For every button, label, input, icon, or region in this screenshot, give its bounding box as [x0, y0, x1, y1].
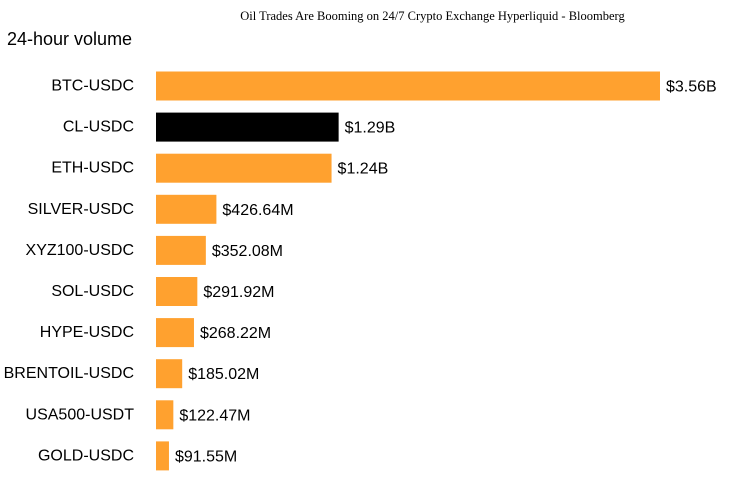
value-label-usa500-usdt: $122.47M: [179, 407, 250, 424]
bar-sol-usdc: [156, 277, 198, 306]
bar-usa500-usdt: [156, 400, 174, 430]
chart-title: 24-hour volume: [7, 29, 133, 49]
category-label-sol-usdc: SOL-USDC: [51, 283, 134, 300]
value-label-sol-usdc: $291.92M: [203, 284, 274, 301]
value-label-hype-usdc: $268.22M: [200, 325, 271, 342]
value-label-eth-usdc: $1.24B: [338, 161, 389, 178]
category-label-btc-usdc: BTC-USDC: [51, 78, 134, 95]
category-label-brentoil-usdc: BRENTOIL-USDC: [4, 365, 134, 382]
value-label-cl-usdc: $1.29B: [345, 120, 396, 137]
bar-cl-usdc: [156, 112, 339, 142]
bars-layer: BTC-USDC $3.56B CL-USDC $1.29B ETH-USDC $1.24…: [4, 71, 717, 471]
value-label-brentoil-usdc: $185.02M: [188, 366, 259, 383]
category-label-eth-usdc: ETH-USDC: [51, 160, 134, 177]
category-label-hype-usdc: HYPE-USDC: [40, 324, 134, 341]
bar-gold-usdc: [156, 441, 169, 471]
bar-xyz100-usdc: [156, 235, 206, 265]
bar-btc-usdc: [156, 71, 660, 101]
bar-eth-usdc: [156, 153, 332, 183]
bar-silver-usdc: [156, 194, 217, 224]
category-label-silver-usdc: SILVER-USDC: [28, 201, 134, 218]
page-title: Oil Trades Are Booming on 24/7 Crypto Ex…: [240, 9, 625, 23]
category-label-xyz100-usdc: XYZ100-USDC: [26, 242, 134, 259]
bar-hype-usdc: [156, 318, 194, 348]
value-label-gold-usdc: $91.55M: [175, 448, 237, 465]
category-label-cl-usdc: CL-USDC: [63, 119, 134, 136]
value-label-xyz100-usdc: $352.08M: [212, 243, 283, 260]
value-label-btc-usdc: $3.56B: [666, 79, 717, 96]
category-label-usa500-usdt: USA500-USDT: [26, 406, 135, 423]
value-label-silver-usdc: $426.64M: [222, 202, 293, 219]
bar-brentoil-usdc: [156, 359, 183, 389]
category-label-gold-usdc: GOLD-USDC: [38, 447, 134, 464]
